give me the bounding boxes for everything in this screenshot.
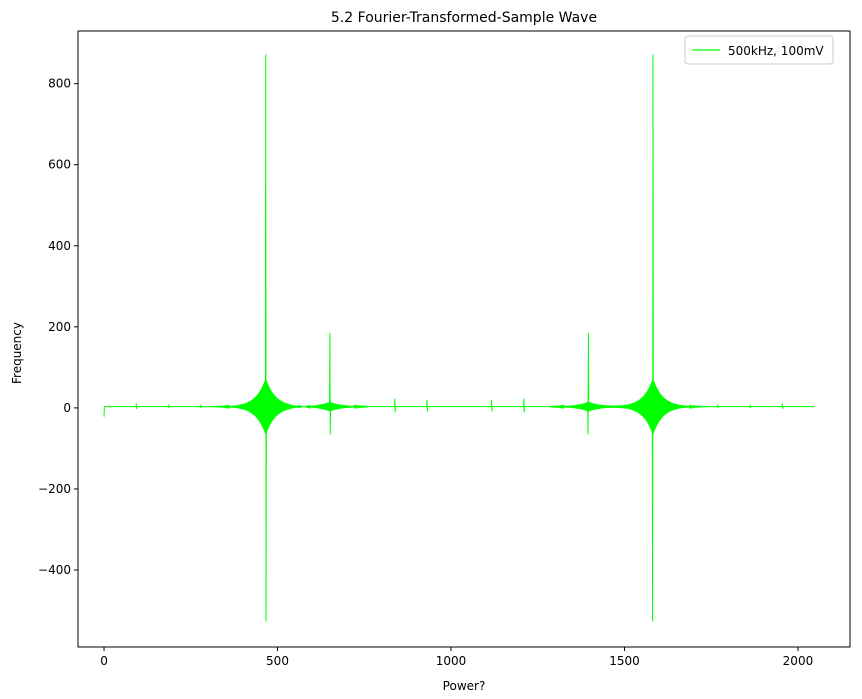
- x-tick-label: 500: [266, 654, 289, 668]
- axes-layer: 0 500 1000 1500 2000 −400 −200 0 200 400 600 800: [38, 30, 851, 668]
- chart-title: 5.2 Fourier-Transformed-Sample Wave: [331, 10, 597, 26]
- y-tick-label: 200: [48, 320, 71, 334]
- legend-box: [684, 35, 834, 65]
- legend-entry-label: 500kHz, 100mV: [728, 44, 824, 58]
- x-axis-label: Power?: [443, 679, 486, 693]
- y-tick-label: 400: [48, 239, 71, 253]
- y-tick-label: −400: [38, 563, 71, 577]
- series-line-500khz: [103, 54, 815, 622]
- x-tick-label: 1500: [609, 654, 640, 668]
- y-tick-label: 600: [48, 158, 71, 172]
- y-tick-label: 0: [63, 401, 71, 415]
- plot-frame: [77, 30, 851, 648]
- x-tick-label: 1000: [436, 654, 467, 668]
- x-tick-label: 0: [100, 654, 108, 668]
- series-layer: [103, 54, 815, 622]
- x-tick-label: 2000: [783, 654, 814, 668]
- y-tick-label: −200: [38, 482, 71, 496]
- legend: 500kHz, 100mV: [684, 35, 834, 65]
- y-tick-label: 800: [48, 77, 71, 91]
- y-axis-label: Frequency: [10, 322, 24, 384]
